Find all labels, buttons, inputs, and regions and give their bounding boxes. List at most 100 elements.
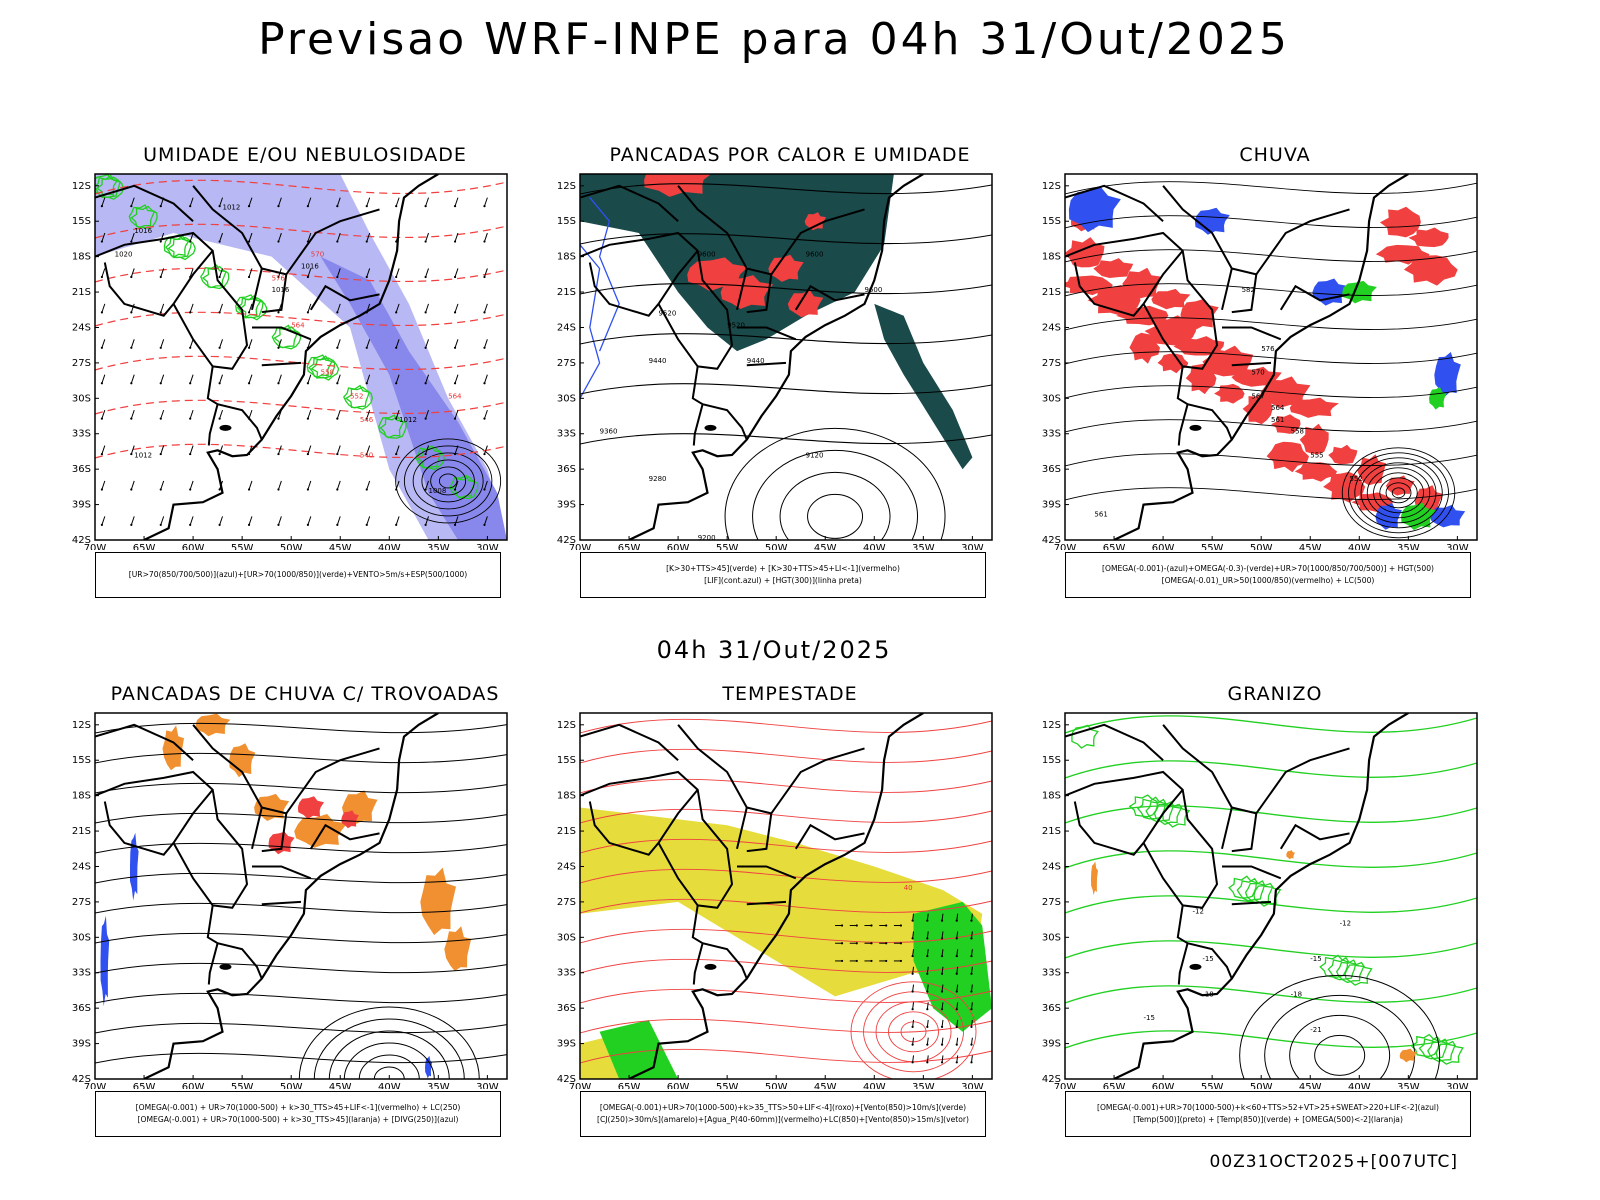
lon-tick-label: 35W — [427, 1082, 450, 1089]
wind-vector — [366, 268, 371, 278]
border-line — [746, 361, 787, 367]
green-contour-blob — [273, 326, 302, 350]
wind-vector-head — [955, 990, 958, 993]
wind-vector-head — [159, 488, 162, 491]
border-line — [207, 942, 219, 985]
lat-tick-label: 42S — [557, 1074, 576, 1085]
wind-vector-head — [159, 382, 162, 385]
wind-vector — [970, 1055, 973, 1063]
contour-label: -12 — [1193, 908, 1204, 916]
wind-vector-head — [970, 1061, 973, 1064]
wind-vector — [307, 303, 312, 313]
green-contour-blob — [163, 233, 190, 259]
wind-vector-head — [870, 959, 873, 963]
wind-vector — [395, 268, 400, 278]
lat-tick-label: 27S — [1042, 897, 1061, 908]
lon-tick-label: 30W — [1446, 543, 1469, 550]
border-line — [1231, 813, 1258, 853]
lon-tick-label: 40W — [378, 1082, 401, 1089]
divergence-area — [100, 915, 110, 1007]
legend-box: [OMEGA(-0.001) + UR>70(1000-500) + k>30_… — [95, 1091, 501, 1137]
contour-label: 9360 — [600, 428, 618, 436]
contour-label: 570 — [311, 251, 324, 259]
contour-line — [580, 748, 992, 764]
wind-vector-head — [483, 488, 486, 491]
wind-vector — [970, 1019, 973, 1027]
wind-vector — [926, 1037, 929, 1045]
main-title: Previsao WRF-INPE para 04h 31/Out/2025 — [258, 14, 1290, 65]
contour-label: 9440 — [649, 357, 667, 365]
contour-line — [580, 958, 992, 974]
lat-tick-label: 21S — [72, 826, 91, 837]
contour-label: 564 — [448, 392, 462, 400]
wind-vector-head — [336, 240, 339, 243]
border-line — [692, 403, 704, 446]
wind-vector — [366, 516, 371, 526]
border-line — [588, 262, 660, 317]
contour-label: -18 — [1291, 990, 1302, 998]
rain-area-red — [1294, 462, 1338, 482]
contour-line — [724, 427, 946, 540]
lake-mark — [219, 963, 232, 970]
wind-vector-head — [130, 311, 133, 314]
wind-vector — [926, 913, 929, 921]
map-layer: 40 — [580, 713, 992, 1079]
wind-vector-head — [365, 346, 368, 349]
lat-tick-label: 18S — [557, 252, 576, 263]
wind-vector-head — [277, 311, 280, 314]
wind-vector-head — [247, 275, 251, 279]
contour-line — [580, 988, 992, 1004]
border-line — [1142, 303, 1184, 367]
wind-vector — [130, 268, 135, 278]
contour-line — [1065, 895, 1477, 914]
wind-vector-head — [911, 972, 914, 975]
green-temp-contour — [1319, 954, 1349, 978]
wind-vector — [160, 516, 165, 526]
wind-vector-head — [395, 523, 398, 527]
contour-label: 9120 — [806, 451, 824, 459]
lon-tick-label: 65W — [618, 543, 641, 550]
contour-line — [95, 267, 507, 283]
wind-vector — [130, 232, 135, 242]
wind-vector — [912, 1019, 915, 1027]
contour-line — [95, 443, 507, 459]
wind-vector-head — [970, 1008, 973, 1011]
border-line — [95, 231, 263, 440]
wind-vector-head — [336, 275, 339, 279]
contour-line — [412, 452, 484, 510]
wind-vector-head — [970, 1043, 973, 1046]
contour-line — [1385, 482, 1412, 504]
wind-vector — [970, 984, 973, 992]
wind-vector — [189, 480, 194, 490]
red-instability-area — [644, 174, 712, 197]
wind-vector — [483, 197, 488, 207]
wind-vector — [366, 232, 371, 242]
green-contour-blob — [379, 415, 407, 439]
wind-vector — [454, 409, 459, 419]
contour-label: 9280 — [649, 475, 667, 483]
contour-line — [1341, 447, 1456, 539]
lat-tick-label: 42S — [72, 535, 91, 546]
legend-line: [CJ(250)>30m/s](amarelo)+[Agua_P(40-60mm… — [597, 1115, 969, 1124]
lon-tick-label: 60W — [1152, 543, 1175, 550]
wind-vector-head — [365, 205, 368, 208]
contour-line — [1065, 760, 1477, 779]
wind-vector-head — [218, 523, 221, 527]
map-frame — [94, 712, 508, 1080]
wind-vector — [425, 232, 429, 242]
lat-tick-label: 12S — [1042, 181, 1061, 192]
contour-line — [95, 842, 507, 854]
border-line — [677, 724, 748, 808]
coastline — [143, 174, 439, 540]
border-line — [1065, 723, 1164, 761]
border-line — [1231, 274, 1258, 314]
wind-vector — [425, 374, 429, 384]
lon-tick-label: 40W — [863, 543, 886, 550]
contour-line — [95, 992, 507, 1004]
green-temp-contour — [1327, 956, 1357, 981]
border-line — [580, 184, 679, 222]
wind-vector-head — [100, 417, 103, 420]
contour-label: 9520 — [658, 310, 676, 318]
wind-vector-head — [453, 452, 457, 456]
wind-vector-head — [970, 954, 973, 958]
